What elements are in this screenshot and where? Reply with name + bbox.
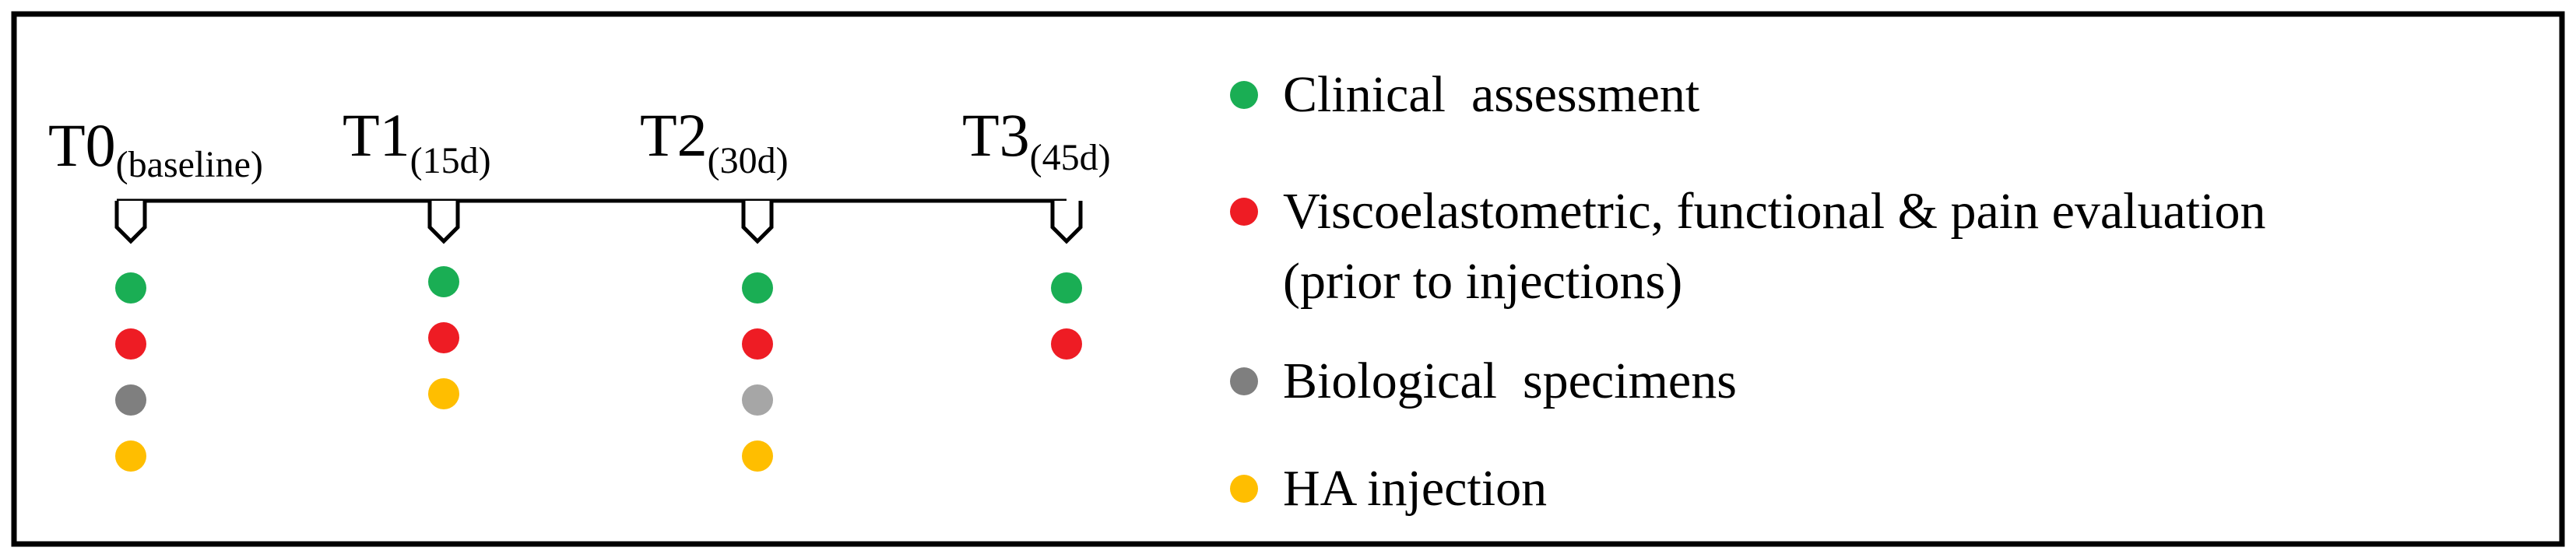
legend-dot-clinical	[1230, 81, 1258, 109]
timepoint-label-t0: T0(baseline)	[48, 111, 263, 185]
timepoint-label-t2: T2(30d)	[640, 101, 789, 181]
legend-label-viscoelastometric-line2: (prior to injections)	[1283, 253, 1682, 310]
legend-label-clinical: Clinical assessment	[1283, 66, 1699, 123]
legend-dot-viscoelastometric	[1230, 198, 1258, 226]
legend-label-ha-injection: HA injection	[1283, 460, 1547, 517]
dot-t2-ha-injection	[742, 440, 773, 472]
timepoint-marker-t3	[1050, 201, 1083, 244]
timepoint-label-t1: T1(15d)	[343, 101, 491, 181]
dot-t3-clinical	[1051, 272, 1082, 304]
timepoint-label-t3: T3(45d)	[962, 101, 1111, 178]
legend-dot-biological	[1230, 367, 1258, 395]
dot-t2-biological-light	[742, 384, 773, 416]
timepoint-marker-t1	[427, 201, 460, 244]
dot-t0-viscoelastometric	[115, 328, 146, 360]
dot-t1-clinical	[428, 266, 459, 297]
timepoint-marker-t2	[741, 201, 774, 244]
legend: Clinical assessment Viscoelastometric, f…	[1230, 66, 2265, 517]
dot-t2-clinical	[742, 272, 773, 304]
dot-t0-ha-injection	[115, 440, 146, 472]
dot-t2-viscoelastometric	[742, 328, 773, 360]
dot-t0-clinical	[115, 272, 146, 304]
legend-label-biological: Biological specimens	[1283, 353, 1737, 409]
legend-label-viscoelastometric-line1: Viscoelastometric, functional & pain eva…	[1283, 183, 2265, 240]
dot-t1-viscoelastometric	[428, 322, 459, 353]
dot-t0-biological	[115, 384, 146, 416]
dot-t3-viscoelastometric	[1051, 328, 1082, 360]
timepoint-marker-t0	[114, 201, 147, 244]
legend-dot-ha-injection	[1230, 475, 1258, 503]
timepoint-dots	[115, 266, 1082, 472]
dot-t1-ha-injection	[428, 378, 459, 409]
